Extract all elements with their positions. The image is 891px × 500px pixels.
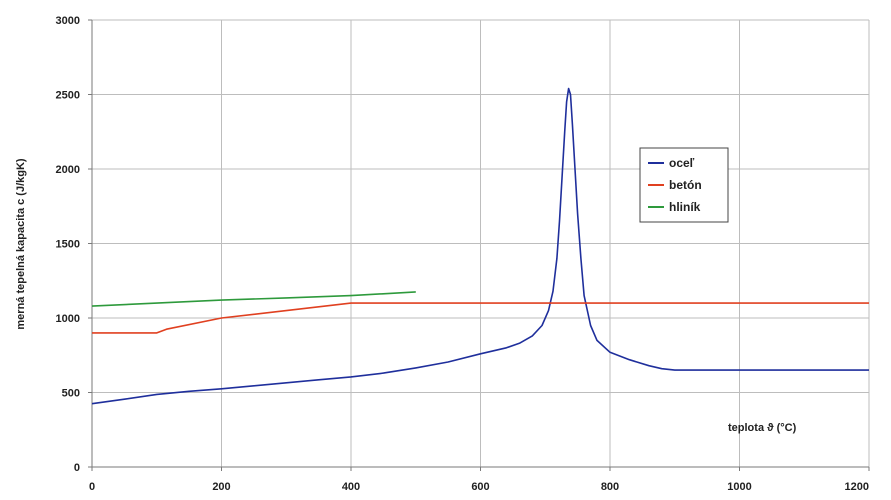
x-tick-labels: 0 200 400 600 800 1000 1200: [89, 481, 869, 493]
axes: [91, 20, 869, 468]
gridlines: [88, 19, 870, 471]
x-tick-label: 800: [601, 481, 619, 493]
series-line-0: [91, 87, 869, 405]
x-tick-label: 1000: [727, 481, 751, 493]
y-tick-label: 1500: [56, 239, 80, 251]
y-tick-label: 2500: [56, 90, 80, 102]
legend-label-0: oceľ: [669, 156, 695, 170]
x-tick-label: 600: [471, 481, 489, 493]
x-tick-label: 0: [89, 481, 95, 493]
y-tick-label: 3000: [56, 15, 80, 27]
y-tick-label: 2000: [56, 164, 80, 176]
x-axis-title: teplota ϑ (°C): [728, 422, 797, 434]
series-line-1: [92, 302, 869, 334]
series-line-2: [91, 291, 416, 307]
y-tick-label: 500: [62, 388, 80, 400]
legend: oceľ betón hliník: [639, 147, 729, 223]
legend-label-1: betón: [669, 178, 702, 192]
y-tick-label: 1000: [56, 313, 80, 325]
series-lines: [91, 87, 869, 405]
y-tick-label: 0: [74, 462, 80, 474]
legend-label-2: hliník: [669, 200, 701, 214]
x-tick-label: 200: [212, 481, 230, 493]
y-tick-labels: 0 500 1000 1500 2000 2500 3000: [56, 15, 80, 474]
x-tick-label: 1200: [845, 481, 869, 493]
x-tick-label: 400: [342, 481, 360, 493]
y-axis-title: merná tepelná kapacita c (J/kgK): [15, 158, 27, 330]
